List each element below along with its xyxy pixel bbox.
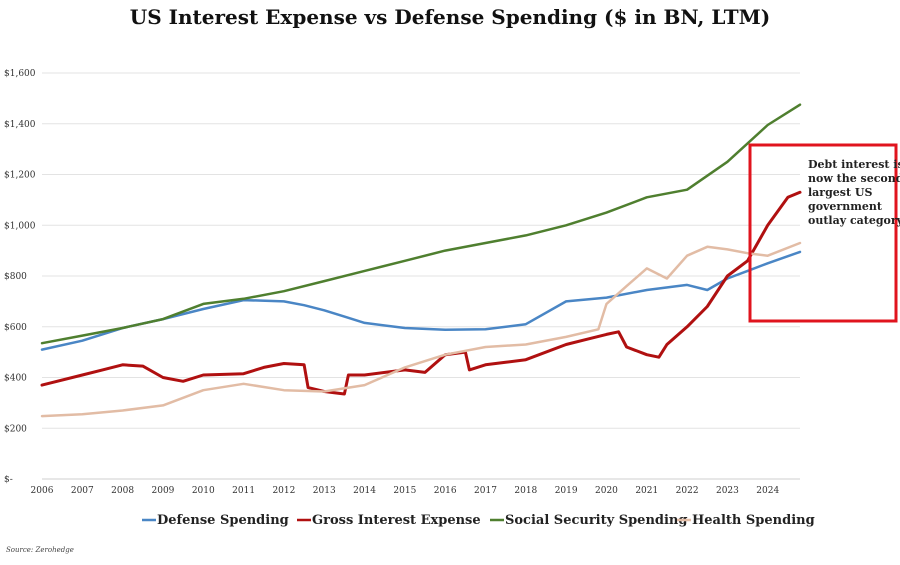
x-tick-label: 2014 xyxy=(353,486,376,496)
series-lines xyxy=(40,103,802,418)
y-tick-label: $400 xyxy=(4,374,27,384)
legend-label-2: Social Security Spending xyxy=(505,513,687,528)
x-tick-label: 2007 xyxy=(71,486,94,496)
annotation: Debt interest is now the second largest US… xyxy=(748,143,900,323)
y-tick-label: $800 xyxy=(4,272,27,282)
x-tick-label: 2009 xyxy=(152,486,175,496)
series-line-1 xyxy=(40,190,802,396)
x-tick-label: 2017 xyxy=(474,486,497,496)
y-tick-label: $- xyxy=(4,475,13,485)
x-tick-label: 2012 xyxy=(272,486,295,496)
series-line-3 xyxy=(40,241,802,418)
x-tick-label: 2008 xyxy=(111,486,134,496)
legend-label-1: Gross Interest Expense xyxy=(312,513,481,528)
annotation-line: now the second xyxy=(808,172,900,185)
y-tick-label: $200 xyxy=(4,424,27,434)
y-tick-label: $1,200 xyxy=(4,171,36,181)
y-tick-label: $600 xyxy=(4,323,27,333)
x-tick-label: 2011 xyxy=(232,486,255,496)
x-tick-label: 2020 xyxy=(595,486,618,496)
annotation-line: Debt interest is xyxy=(808,158,900,171)
series-line-2 xyxy=(40,103,802,345)
chart-title: US Interest Expense vs Defense Spending … xyxy=(130,5,770,29)
y-axis-ticks: $- $200 $400 $600 $800 $1,000 $1,200 $1,400 $1,6… xyxy=(4,69,36,485)
x-tick-label: 2013 xyxy=(313,486,336,496)
annotation-line: largest US xyxy=(808,186,872,199)
y-tick-label: $1,000 xyxy=(4,221,36,231)
x-tick-label: 2022 xyxy=(676,486,699,496)
annotation-line: government xyxy=(808,200,883,213)
source-note: Source: Zerohedge xyxy=(6,546,74,554)
x-tick-label: 2019 xyxy=(555,486,578,496)
x-tick-label: 2010 xyxy=(192,486,215,496)
x-tick-label: 2016 xyxy=(434,486,457,496)
x-tick-label: 2023 xyxy=(716,486,739,496)
x-axis-ticks: 2006 2007 2008 2009 2010 2011 2012 2013 2014 2015… xyxy=(31,486,780,496)
annotation-text: Debt interest is now the second largest US… xyxy=(808,158,900,227)
legend-label-3: Health Spending xyxy=(692,513,815,528)
annotation-box xyxy=(748,143,898,323)
y-tick-label: $1,600 xyxy=(4,69,36,79)
x-tick-label: 2024 xyxy=(756,486,779,496)
x-tick-label: 2006 xyxy=(31,486,54,496)
x-tick-label: 2021 xyxy=(635,486,658,496)
x-tick-label: 2018 xyxy=(514,486,537,496)
y-tick-label: $1,400 xyxy=(4,120,36,130)
legend: Defense Spending Gross Interest Expense So… xyxy=(142,513,815,528)
series-line-0 xyxy=(40,250,802,351)
grid xyxy=(42,72,800,480)
legend-label-0: Defense Spending xyxy=(157,513,289,528)
annotation-line: outlay category xyxy=(808,214,900,227)
x-tick-label: 2015 xyxy=(393,486,416,496)
